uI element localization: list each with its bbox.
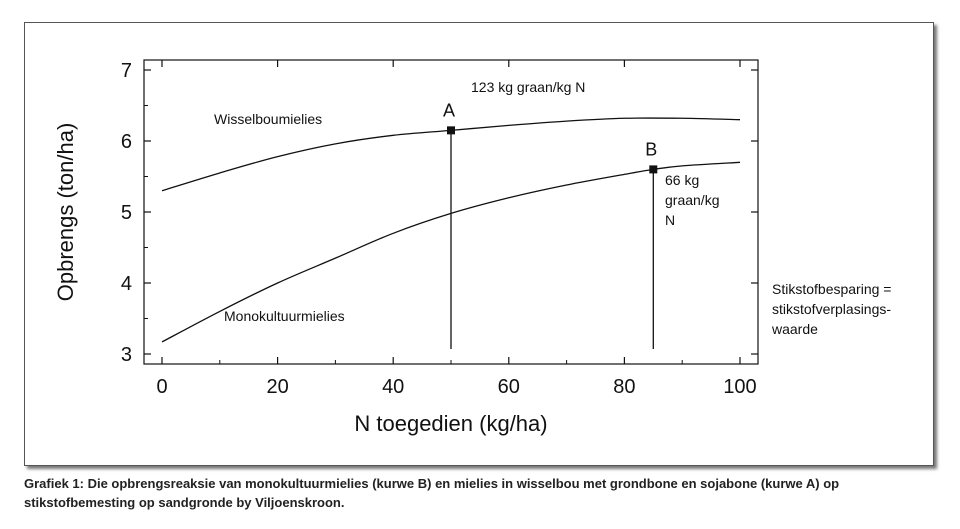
marker-label-b: B (645, 139, 657, 159)
side-note-line-1: Stikstofbesparing = (772, 281, 891, 297)
series-label-wisselboumielies: Wisselboumielies (214, 111, 322, 127)
figure-caption: Grafiek 1: Die opbrengsreaksie van monok… (24, 476, 840, 510)
side-note-line-2: stikstofverplasings- (772, 301, 891, 317)
series-label-monokultuurmielies: Monokultuurmielies (224, 308, 345, 324)
annotation-b-line-3: N (665, 212, 675, 228)
annotation-a-efficiency: 123 kg graan/kg N (471, 79, 585, 95)
x-tick-label: 80 (613, 376, 635, 398)
marker-b (649, 165, 658, 174)
x-tick-label: 60 (498, 376, 520, 398)
x-axis-label: N toegedien (kg/ha) (354, 411, 547, 436)
annotation-b-line-2: graan/kg (665, 192, 719, 208)
x-tick-label: 100 (723, 376, 756, 398)
x-tick-label: 0 (156, 376, 167, 398)
marker-layer: AB (443, 100, 657, 349)
axis-ticks: 0 20 40 60 80 100 3 4 5 6 7 (121, 60, 758, 398)
marker-a (447, 126, 455, 135)
y-tick-label: 5 (121, 202, 132, 224)
y-tick-label: 7 (121, 60, 132, 82)
y-axis-label: Opbrengs (ton/ha) (53, 123, 78, 302)
x-tick-label: 20 (266, 376, 288, 398)
y-tick-label: 6 (121, 131, 132, 153)
y-tick-label: 4 (121, 273, 132, 295)
y-tick-label: 3 (121, 344, 132, 366)
marker-label-a: A (443, 100, 455, 120)
side-note-line-3: waarde (771, 321, 818, 337)
annotation-b-line-1: 66 kg (665, 172, 699, 188)
x-tick-label: 40 (382, 376, 404, 398)
